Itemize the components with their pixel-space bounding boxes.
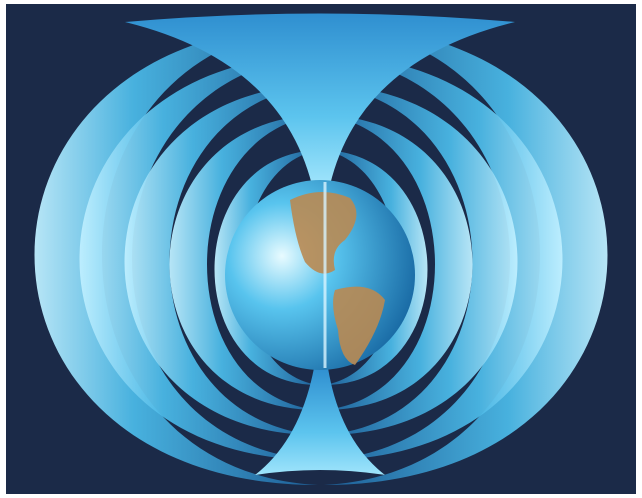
field-lobe [169, 115, 318, 410]
field-lobe [79, 55, 318, 460]
south-funnel [255, 368, 385, 475]
south-america [333, 286, 385, 365]
north-funnel [125, 13, 515, 185]
north-america [290, 191, 357, 274]
field-lobe [34, 25, 318, 485]
field-lobe [124, 85, 318, 435]
